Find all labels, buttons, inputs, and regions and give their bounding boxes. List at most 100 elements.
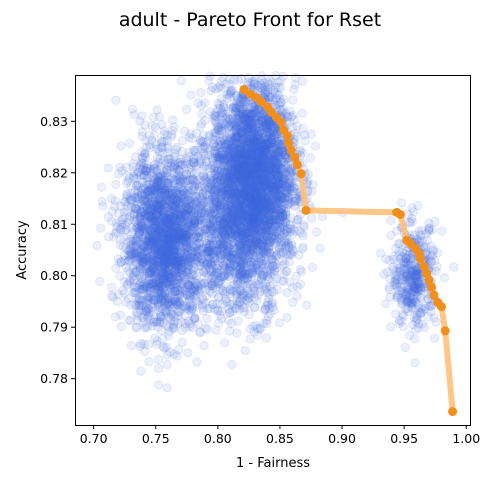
- scatter-point: [165, 295, 176, 306]
- scatter-point: [136, 158, 147, 168]
- scatter-point: [136, 366, 146, 376]
- scatter-point: [162, 236, 172, 247]
- scatter-point: [166, 158, 176, 169]
- scatter-point: [141, 307, 151, 317]
- scatter-point: [155, 307, 165, 318]
- scatter-point: [163, 232, 174, 243]
- scatter-point: [174, 297, 184, 307]
- scatter-point: [144, 268, 155, 279]
- scatter-point: [182, 231, 192, 242]
- scatter-point: [96, 223, 106, 233]
- scatter-point: [123, 294, 133, 304]
- scatter-point: [140, 323, 150, 333]
- scatter-point: [151, 244, 161, 254]
- scatter-point: [200, 211, 210, 221]
- scatter-point: [161, 215, 172, 225]
- scatter-point: [111, 179, 121, 190]
- scatter-point: [178, 194, 189, 204]
- scatter-point: [154, 282, 164, 293]
- scatter-point: [182, 241, 193, 252]
- scatter-point: [146, 227, 156, 237]
- scatter-point: [183, 182, 194, 193]
- scatter-point: [111, 95, 121, 105]
- scatter-point: [160, 186, 170, 196]
- scatter-point: [203, 303, 213, 314]
- scatter-point: [158, 275, 168, 285]
- scatter-point: [164, 276, 174, 287]
- scatter-point: [155, 258, 166, 268]
- scatter-point: [184, 152, 194, 162]
- scatter-point: [149, 188, 159, 199]
- scatter-point: [166, 272, 176, 282]
- scatter-point: [132, 248, 143, 259]
- scatter-point: [162, 360, 172, 370]
- scatter-point: [302, 300, 312, 310]
- scatter-point: [186, 90, 196, 100]
- scatter-point: [139, 255, 149, 265]
- scatter-point: [285, 106, 295, 116]
- scatter-point: [172, 182, 183, 193]
- scatter-point: [165, 221, 175, 231]
- scatter-point: [173, 158, 184, 169]
- scatter-point: [168, 310, 179, 320]
- scatter-point: [157, 247, 167, 257]
- scatter-point: [174, 256, 184, 267]
- scatter-point: [166, 250, 176, 260]
- scatter-point: [152, 184, 162, 195]
- scatter-point: [123, 265, 134, 276]
- scatter-point: [144, 235, 154, 245]
- scatter-point: [161, 222, 171, 232]
- scatter-point: [183, 316, 194, 326]
- scatter-point: [157, 286, 167, 297]
- scatter-point: [199, 341, 209, 351]
- scatter-point: [131, 186, 141, 196]
- scatter-point: [140, 189, 151, 199]
- scatter-point: [144, 357, 154, 367]
- scatter-point: [155, 195, 165, 205]
- scatter-point: [168, 213, 178, 223]
- scatter-point: [171, 193, 181, 203]
- scatter-point: [203, 150, 214, 160]
- scatter-point: [163, 217, 174, 227]
- scatter-point: [132, 308, 142, 319]
- scatter-point: [168, 194, 179, 205]
- scatter-point: [310, 141, 321, 151]
- scatter-point: [185, 287, 196, 298]
- scatter-point: [96, 182, 107, 193]
- scatter-point: [170, 247, 180, 257]
- scatter-point: [161, 248, 172, 259]
- scatter-point: [181, 230, 192, 240]
- scatter-point: [141, 196, 151, 206]
- scatter-point: [176, 256, 186, 266]
- scatter-point: [169, 194, 179, 204]
- scatter-point: [170, 278, 180, 289]
- scatter-point: [149, 242, 159, 253]
- scatter-point: [148, 193, 158, 203]
- scatter-point: [159, 242, 170, 252]
- scatter-point: [153, 380, 164, 390]
- scatter-point: [126, 202, 137, 212]
- scatter-point: [136, 215, 147, 226]
- scatter-point: [162, 167, 172, 178]
- scatter-point: [211, 84, 221, 94]
- scatter-point: [166, 206, 176, 217]
- scatter-point: [190, 278, 201, 288]
- scatter-point: [187, 241, 197, 251]
- scatter-point: [156, 199, 166, 210]
- scatter-point: [150, 159, 160, 169]
- scatter-point: [153, 363, 164, 374]
- scatter-point: [131, 248, 141, 258]
- scatter-point: [169, 168, 179, 179]
- scatter-point: [156, 325, 167, 335]
- scatter-point: [103, 163, 113, 173]
- scatter-point: [150, 294, 161, 304]
- scatter-point: [152, 207, 163, 218]
- scatter-point: [298, 242, 308, 252]
- scatter-point: [211, 111, 221, 122]
- scatter-point: [185, 160, 196, 170]
- scatter-point: [98, 201, 108, 211]
- scatter-point: [295, 145, 306, 156]
- scatter-point: [179, 188, 189, 198]
- scatter-point: [158, 213, 169, 223]
- scatter-point: [149, 245, 160, 256]
